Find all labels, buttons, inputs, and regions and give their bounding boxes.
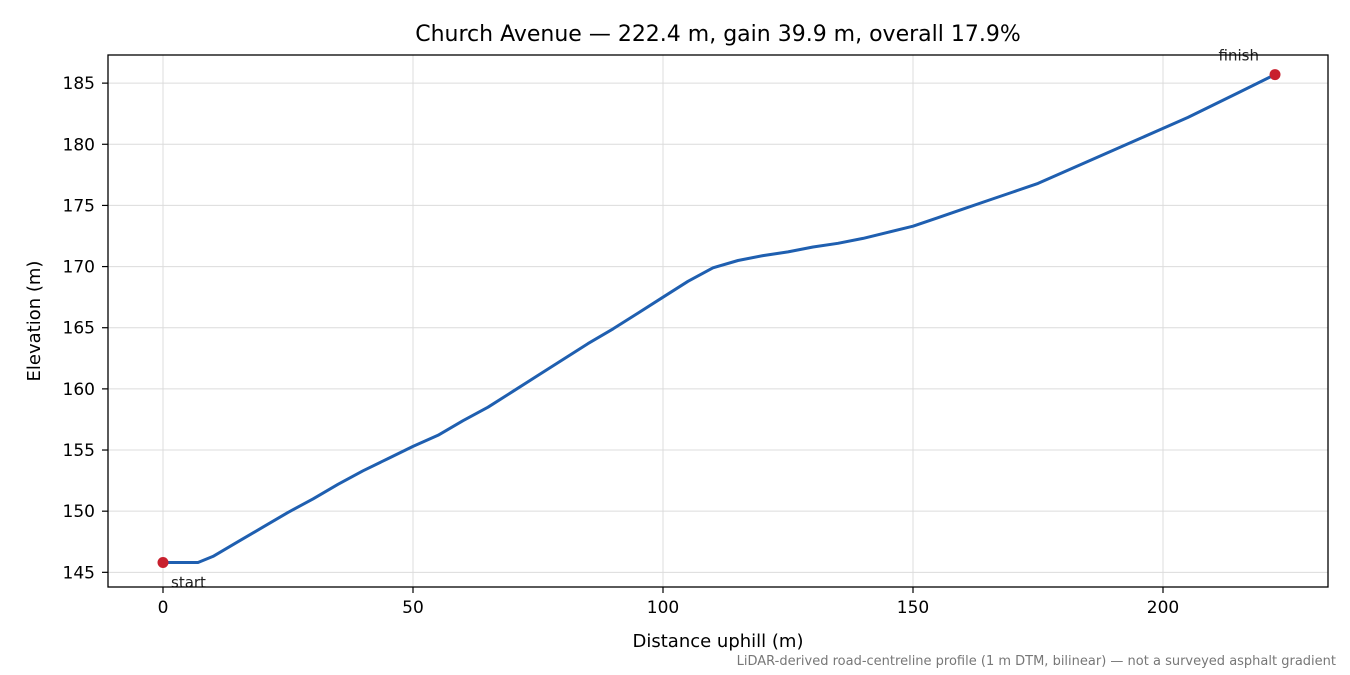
elevation-profile-line [161, 73, 1277, 564]
chart-caption: LiDAR-derived road-centreline profile (1… [737, 654, 1336, 669]
x-tick-label: 50 [402, 598, 424, 618]
x-tick-label: 0 [158, 598, 169, 618]
y-tick-label: 170 [63, 258, 95, 278]
y-tick-label: 145 [63, 563, 95, 583]
y-axis-label: Elevation (m) [24, 261, 45, 382]
y-tick-label: 160 [63, 380, 95, 400]
plot-frame [107, 54, 1329, 588]
series-layer [161, 73, 1277, 564]
tick-layer: 0 50 100 150 200 145 150 155 160 165 170 175 180 185 [63, 74, 1180, 618]
finish-marker [1269, 69, 1281, 81]
start-label: start [171, 574, 206, 592]
x-tick-label: 150 [897, 598, 929, 618]
y-tick-label: 165 [63, 319, 95, 339]
y-tick-label: 185 [63, 74, 95, 94]
y-tick-label: 180 [63, 135, 95, 155]
x-axis-label: Distance uphill (m) [633, 631, 804, 652]
y-tick-label: 155 [63, 441, 95, 461]
y-tick-label: 150 [63, 502, 95, 522]
x-tick-label: 100 [647, 598, 679, 618]
chart-title: Church Avenue — 222.4 m, gain 39.9 m, ov… [415, 22, 1021, 47]
x-tick-label: 200 [1147, 598, 1179, 618]
start-marker [157, 557, 169, 569]
y-tick-label: 175 [63, 196, 95, 216]
